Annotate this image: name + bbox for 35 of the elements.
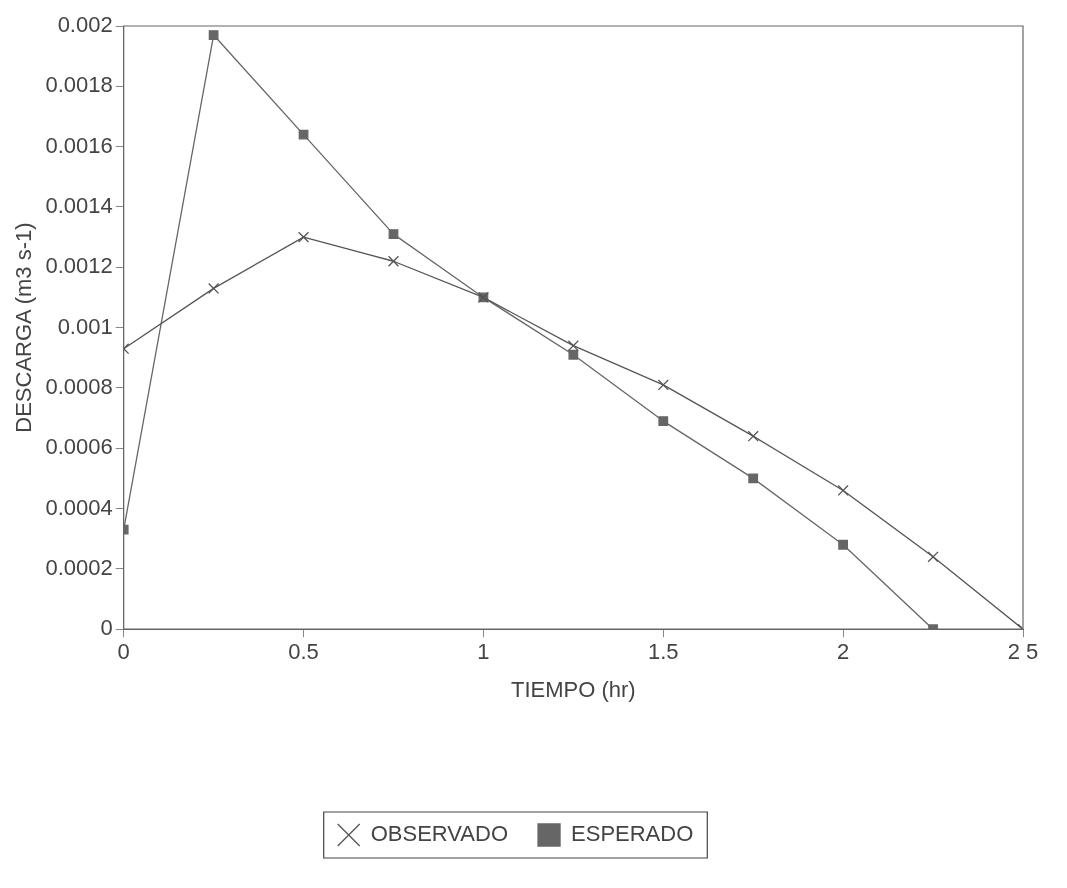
y-tick-label: 0.0016 [45,132,113,158]
point [927,551,939,563]
point [747,430,759,442]
y-tick-label: 0.001 [57,313,113,339]
y-tick-label: 0 [100,615,113,641]
point [657,379,669,391]
y-axis-title: DESCARGA (m3 s-1) [11,222,37,433]
x-tick-label: 1 [477,639,490,665]
point [568,349,579,360]
point [748,473,759,484]
point [388,229,399,239]
legend-label: OBSERVADO [370,821,509,847]
y-tick-label: 0.0008 [45,373,113,399]
point [297,231,310,243]
x-tick-label: 0 [117,639,130,665]
point [837,484,849,497]
x-axis-title: TIEMPO (hr) [511,676,636,702]
x-tick-label: 2 [837,639,850,665]
point [208,30,219,40]
point [387,255,400,267]
point [567,340,579,352]
y-tick-label: 0.0018 [45,72,113,98]
x-tick-label: 2 5 [1007,639,1039,665]
point [208,282,220,294]
y-tick-label: 0.0002 [45,554,113,580]
legend-label: ESPERADO [571,821,694,847]
y-tick-label: 0.0004 [45,494,113,520]
point [838,539,849,550]
y-tick-label: 0.0012 [45,253,113,279]
x-tick-label: 0.5 [288,639,319,665]
y-tick-label: 0.0014 [45,193,113,219]
y-tick-label: 0.0006 [45,434,113,460]
y-tick-label: 0.002 [57,12,113,38]
point [658,416,669,426]
x-tick-label: 1.5 [647,639,679,665]
